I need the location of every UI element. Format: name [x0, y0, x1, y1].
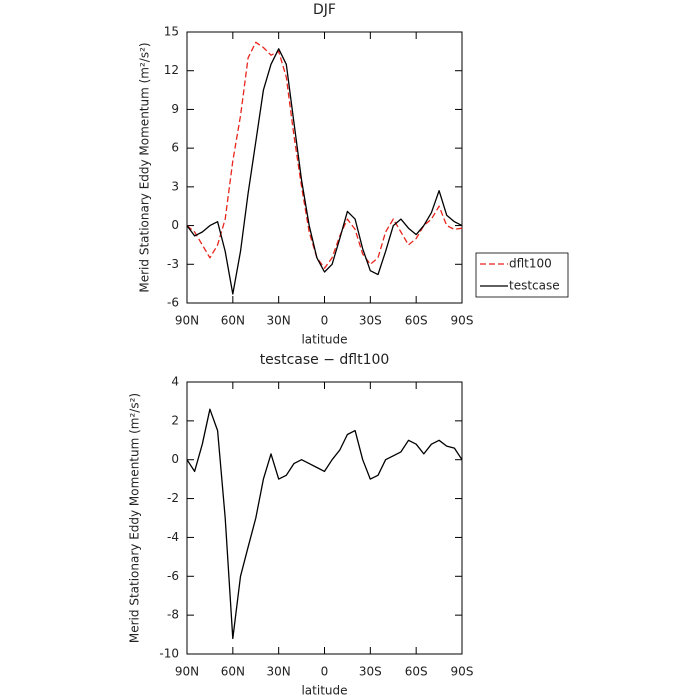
x-tick-label: 30S: [359, 665, 382, 679]
legend-box: [475, 252, 569, 298]
y-tick-label: 9: [171, 102, 179, 116]
x-tick-label: 30N: [267, 665, 291, 679]
y-tick-label: 2: [171, 413, 179, 427]
x-tick-label: 60S: [405, 665, 428, 679]
chart-title: testcase − dflt100: [260, 352, 390, 368]
data-line: [186, 48, 463, 295]
y-tick-label: 15: [164, 25, 179, 39]
data-line: [186, 408, 463, 640]
x-tick-label: 90N: [175, 314, 199, 328]
x-tick-label: 90S: [451, 665, 474, 679]
x-tick-label: 0: [321, 665, 329, 679]
y-tick-label: 12: [164, 63, 179, 77]
x-tick-label: 0: [321, 314, 329, 328]
y-tick-label: -3: [167, 257, 179, 271]
y-tick-label: -2: [167, 491, 179, 505]
x-axis-label: latitude: [301, 684, 347, 698]
data-line: [186, 41, 463, 269]
y-tick-label: 0: [171, 452, 179, 466]
x-tick-label: 90N: [175, 665, 199, 679]
y-tick-label: 4: [171, 375, 179, 389]
x-tick-label: 60N: [221, 665, 245, 679]
legend-label: testcase: [509, 279, 560, 293]
x-tick-label: 60N: [221, 314, 245, 328]
y-tick-label: -6: [167, 296, 179, 310]
y-tick-label: 6: [171, 141, 179, 155]
chart-title: DJF: [313, 2, 336, 18]
y-tick-label: 0: [171, 218, 179, 232]
x-tick-label: 30S: [359, 314, 382, 328]
y-tick-label: -8: [167, 608, 179, 622]
plot-frame: [186, 381, 463, 655]
plot-frame: [186, 31, 463, 304]
x-tick-label: 90S: [451, 314, 474, 328]
y-axis-label: Merid Stationary Eddy Momentum (m²/s²): [128, 393, 142, 643]
x-tick-label: 30N: [267, 314, 291, 328]
y-tick-label: -4: [167, 530, 179, 544]
x-tick-label: 60S: [405, 314, 428, 328]
y-tick-label: -6: [167, 569, 179, 583]
y-tick-label: -10: [159, 647, 179, 661]
y-tick-label: 3: [171, 179, 179, 193]
x-axis-label: latitude: [301, 333, 347, 347]
legend-label: dflt100: [509, 257, 552, 271]
y-axis-label: Merid Stationary Eddy Momentum (m²/s²): [138, 42, 152, 292]
